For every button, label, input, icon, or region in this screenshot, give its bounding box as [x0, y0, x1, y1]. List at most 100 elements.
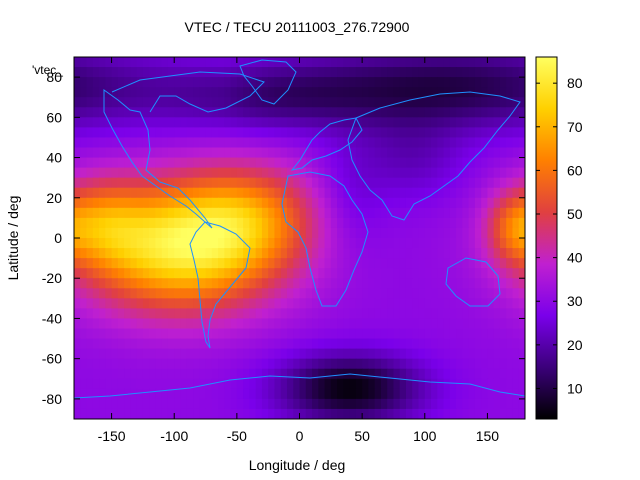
heatmap-cell: [80, 368, 88, 380]
heatmap-cell: [117, 398, 125, 410]
heatmap-cell: [174, 258, 182, 269]
heatmap-cell: [380, 338, 388, 350]
heatmap-cell: [236, 227, 244, 239]
heatmap-cell: [161, 388, 169, 400]
heatmap-cell: [124, 57, 131, 68]
heatmap-cell: [117, 167, 125, 179]
heatmap-cell: [462, 388, 470, 400]
heatmap-cell: [424, 177, 432, 189]
heatmap-cell: [211, 217, 219, 229]
heatmap-cell: [443, 157, 451, 169]
heatmap-cell: [193, 217, 200, 229]
heatmap-cell: [80, 67, 88, 78]
heatmap-cell: [437, 268, 445, 279]
heatmap-cell: [124, 268, 131, 279]
heatmap-cell: [412, 278, 420, 289]
heatmap-cell: [224, 308, 232, 320]
heatmap-cell: [124, 378, 131, 390]
heatmap-cell: [111, 348, 119, 360]
heatmap-cell: [105, 398, 113, 410]
heatmap-cell: [261, 217, 269, 229]
heatmap-cell: [243, 57, 250, 68]
heatmap-cell: [274, 338, 282, 350]
heatmap-cell: [224, 258, 232, 269]
heatmap-cell: [211, 97, 219, 108]
heatmap-cell: [330, 328, 338, 340]
heatmap-cell: [218, 87, 225, 98]
heatmap-cell: [293, 408, 301, 419]
heatmap-cell: [74, 348, 81, 360]
heatmap-cell: [161, 197, 169, 209]
heatmap-cell: [374, 298, 382, 309]
colorbar: [535, 56, 558, 420]
heatmap-cell: [349, 117, 357, 128]
heatmap-cell: [255, 278, 263, 289]
heatmap-cell: [362, 107, 369, 118]
heatmap-cell: [80, 238, 88, 249]
heatmap-cell: [443, 127, 451, 139]
heatmap-cell: [124, 177, 131, 189]
heatmap-cell: [211, 288, 219, 299]
heatmap-cell: [424, 167, 432, 179]
heatmap-cell: [86, 57, 94, 68]
heatmap-cell: [487, 197, 495, 209]
heatmap-cell: [261, 147, 269, 159]
heatmap-cell: [349, 318, 357, 330]
heatmap-cell: [330, 127, 338, 139]
heatmap-cell: [193, 258, 200, 269]
heatmap-cell: [99, 388, 106, 400]
heatmap-cell: [481, 227, 489, 239]
heatmap-cell: [199, 268, 207, 279]
heatmap-cell: [74, 328, 81, 340]
heatmap-cell: [305, 97, 313, 108]
heatmap-cell: [155, 408, 163, 419]
heatmap-cell: [424, 217, 432, 229]
heatmap-cell: [481, 278, 489, 289]
heatmap-cell: [293, 358, 301, 370]
heatmap-cell: [124, 107, 131, 118]
heatmap-cell: [318, 87, 326, 98]
heatmap-cell: [117, 227, 125, 239]
heatmap-cell: [312, 398, 319, 410]
heatmap-cell: [99, 278, 106, 289]
heatmap-cell: [80, 388, 88, 400]
heatmap-cell: [362, 187, 369, 199]
heatmap-cell: [481, 358, 489, 370]
heatmap-cell: [462, 207, 470, 219]
heatmap-cell: [105, 217, 113, 229]
heatmap-cell: [136, 67, 144, 78]
heatmap-cell: [117, 157, 125, 169]
heatmap-cell: [255, 57, 263, 68]
heatmap-cell: [117, 288, 125, 299]
heatmap-cell: [136, 408, 144, 419]
heatmap-cell: [412, 127, 420, 139]
heatmap-cell: [324, 358, 332, 370]
heatmap-cell: [374, 278, 382, 289]
heatmap-cell: [418, 278, 426, 289]
heatmap-cell: [349, 258, 357, 269]
heatmap-cell: [199, 87, 207, 98]
heatmap-cell: [142, 378, 150, 390]
heatmap-cell: [155, 197, 163, 209]
heatmap-cell: [412, 137, 420, 149]
heatmap-cell: [92, 177, 100, 189]
heatmap-cell: [512, 368, 520, 380]
heatmap-cell: [487, 127, 495, 139]
heatmap-cell: [261, 248, 269, 259]
heatmap-cell: [130, 117, 138, 128]
heatmap-cell: [405, 238, 413, 249]
heatmap-cell: [499, 288, 507, 299]
heatmap-cell: [424, 338, 432, 350]
heatmap-cell: [186, 167, 194, 179]
heatmap-cell: [230, 197, 238, 209]
heatmap-cell: [305, 248, 313, 259]
heatmap-cell: [142, 67, 150, 78]
heatmap-cell: [368, 348, 376, 360]
heatmap-cell: [218, 328, 225, 340]
heatmap-cell: [418, 187, 426, 199]
heatmap-cell: [249, 398, 257, 410]
heatmap-cell: [493, 127, 501, 139]
heatmap-cell: [230, 87, 238, 98]
heatmap-cell: [512, 107, 520, 118]
heatmap-cell: [286, 278, 294, 289]
